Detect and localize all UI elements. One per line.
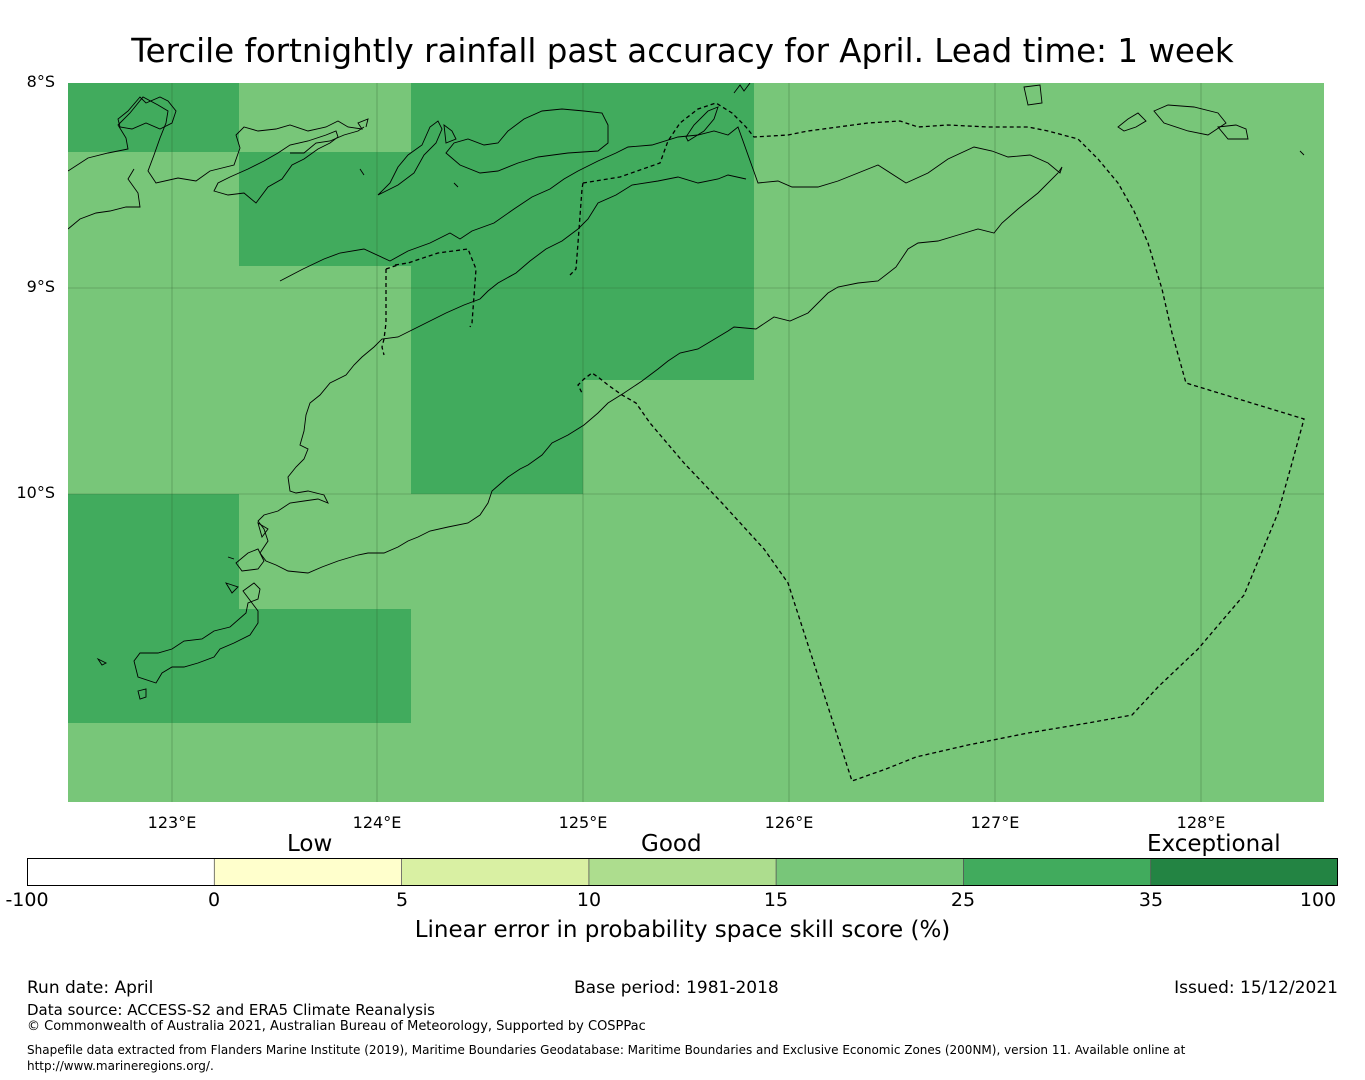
colorbar-tick: 25	[950, 889, 976, 911]
lon-label-123e: 123°E	[147, 813, 197, 832]
copyright: © Commonwealth of Australia 2021, Austra…	[27, 1019, 646, 1034]
lon-label-126e: 126°E	[764, 813, 814, 832]
shapefile-credit: Shapefile data extracted from Flanders M…	[27, 1043, 1186, 1073]
run-date: Run date: April	[27, 978, 154, 998]
colorbar-segment	[401, 858, 589, 886]
colorbar-tick: 35	[1138, 889, 1164, 911]
colorbar-segment	[1150, 858, 1338, 886]
lon-label-125e: 125°E	[558, 813, 608, 832]
coastlines	[68, 83, 1305, 700]
colorbar-tick: 15	[763, 889, 789, 911]
colorbar-outline	[27, 858, 1338, 886]
colorbar-segment	[214, 858, 402, 886]
colorbar-tick: 5	[395, 889, 409, 911]
colorbar-segment	[963, 858, 1151, 886]
skill-score-map	[68, 83, 1324, 802]
lat-label-8s: 8°S	[26, 72, 55, 91]
colorbar-tick: -100	[5, 889, 49, 911]
colorbar-segment	[776, 858, 964, 886]
colorbar-category-exceptional: Exceptional	[1147, 831, 1281, 857]
skill-cell	[239, 152, 411, 266]
skill-cell	[411, 266, 583, 494]
skill-cell	[68, 494, 239, 723]
lon-label-127e: 127°E	[970, 813, 1020, 832]
lat-label-10s: 10°S	[16, 483, 55, 502]
colorbar-segment	[588, 858, 777, 886]
colorbar-tick: 10	[576, 889, 602, 911]
eez-boundary-west	[381, 264, 399, 356]
colorbar-category-low: Low	[287, 831, 333, 857]
lon-label-128e: 128°E	[1176, 813, 1226, 832]
skill-cell	[583, 266, 754, 380]
colorbar-tick: 0	[207, 889, 221, 911]
eez-boundary	[394, 102, 1305, 782]
colorbar-segment	[27, 858, 215, 886]
issued-date: Issued: 15/12/2021	[1174, 978, 1338, 998]
colorbar-category-good: Good	[641, 831, 702, 857]
skill-cell	[411, 83, 754, 266]
colorbar-dividers	[213, 858, 1152, 886]
skill-cell	[68, 83, 239, 152]
colorbar-tick: 100	[1299, 889, 1337, 911]
skill-cell	[239, 609, 411, 723]
map-title: Tercile fortnightly rainfall past accura…	[131, 32, 1234, 70]
graticule	[68, 83, 1324, 802]
lat-label-9s: 9°S	[26, 277, 55, 296]
colorbar	[27, 858, 1338, 886]
base-period: Base period: 1981-2018	[574, 978, 779, 998]
lon-label-124e: 124°E	[352, 813, 402, 832]
data-source: Data source: ACCESS-S2 and ERA5 Climate …	[27, 1001, 435, 1019]
colorbar-label: Linear error in probability space skill …	[414, 917, 951, 943]
